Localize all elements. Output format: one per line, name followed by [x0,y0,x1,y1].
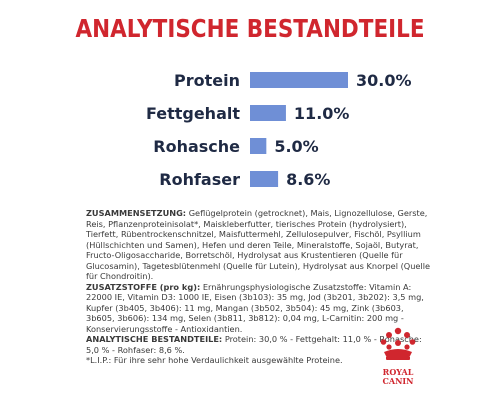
composition-body: Geflügelprotein (getrocknet), Mais, Lign… [86,208,431,281]
bar-chart: Protein 30.0% Fettgehalt 11.0% Rohasche 5.0% R… [146,71,412,189]
brand-line-1: ROYAL [382,367,414,377]
crown-icon [380,327,416,360]
analytical-body: Protein: 30,0 % - Fettgehalt: 11,0 % - R… [86,334,422,355]
category-label-fettgehalt: Fettgehalt [146,104,240,123]
analytical-heading: ANALYTISCHE BESTANDTEILE: [86,334,223,344]
value-label-protein: 30.0% [356,71,412,90]
bar-rohasche [250,138,267,154]
bar-fettgehalt [250,105,286,121]
category-label-rohasche: Rohasche [153,137,240,156]
royal-canin-logo: ROYAL CANIN [368,326,428,388]
category-label-rohfaser: Rohfaser [159,170,240,189]
value-label-rohfaser: 8.6% [286,170,330,189]
bar-protein [250,72,348,88]
additives-heading: ZUSATZSTOFFE (pro kg): [86,281,201,292]
value-label-rohasche: 5.0% [274,137,318,156]
bar-rohfaser [250,171,279,187]
category-label-protein: Protein [174,71,240,90]
brand-name: ROYAL CANIN [368,368,428,386]
brand-line-2: CANIN [382,376,414,386]
additives-body: Ernährungsphysiologische Zusatzstoffe: V… [86,281,424,334]
composition-text: ZUSAMMENSETZUNG: Geflügelprotein (getroc… [86,208,432,366]
lip-note: *L.I.P.: Für ihre sehr hohe Verdaulichke… [86,355,343,365]
chart-title: ANALYTISCHE BESTANDTEILE [75,14,425,43]
composition-heading: ZUSAMMENSETZUNG: [86,208,187,218]
value-label-fettgehalt: 11.0% [294,104,350,123]
